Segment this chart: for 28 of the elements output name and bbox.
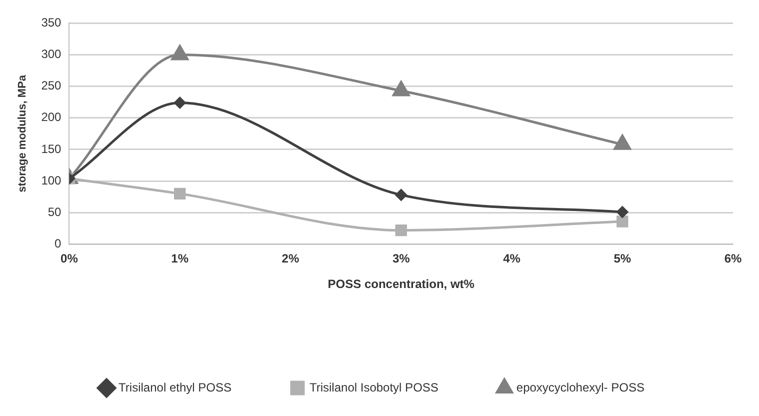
point xyxy=(616,206,628,218)
y-tick-label: 0 xyxy=(54,236,62,251)
x-tick-label: 1% xyxy=(171,252,189,266)
y-tick-label: 300 xyxy=(41,47,62,62)
legend-label: epoxycyclohexyl- POSS xyxy=(516,380,644,394)
x-tick-label: 2% xyxy=(282,252,300,266)
y-tick-label: 250 xyxy=(41,78,62,93)
y-tick-label: 200 xyxy=(41,110,62,124)
y-tick-label: 100 xyxy=(41,173,62,188)
point xyxy=(616,216,628,228)
x-tick-label: 6% xyxy=(724,252,742,266)
x-tick-label: 5% xyxy=(614,252,632,266)
point xyxy=(174,188,186,200)
x-tick-label: 0% xyxy=(60,252,78,266)
x-tick-label: 3% xyxy=(392,252,410,266)
point xyxy=(392,81,410,96)
y-tick-label: 50 xyxy=(48,204,62,219)
legend-label: Trisilanol Isobotyl POSS xyxy=(309,380,438,394)
x-tick-label: 4% xyxy=(503,252,521,266)
x-axis-title: POSS concentration, wt% xyxy=(328,277,475,292)
y-axis-title: storage modulus, MPa xyxy=(16,74,29,192)
point xyxy=(614,134,631,150)
point xyxy=(395,224,407,236)
y-tick-label: 350 xyxy=(41,16,62,30)
point xyxy=(171,45,188,60)
y-tick-label: 150 xyxy=(41,142,62,156)
legend-label: Trisilanol ethyl POSS xyxy=(118,380,232,394)
point xyxy=(395,189,407,201)
